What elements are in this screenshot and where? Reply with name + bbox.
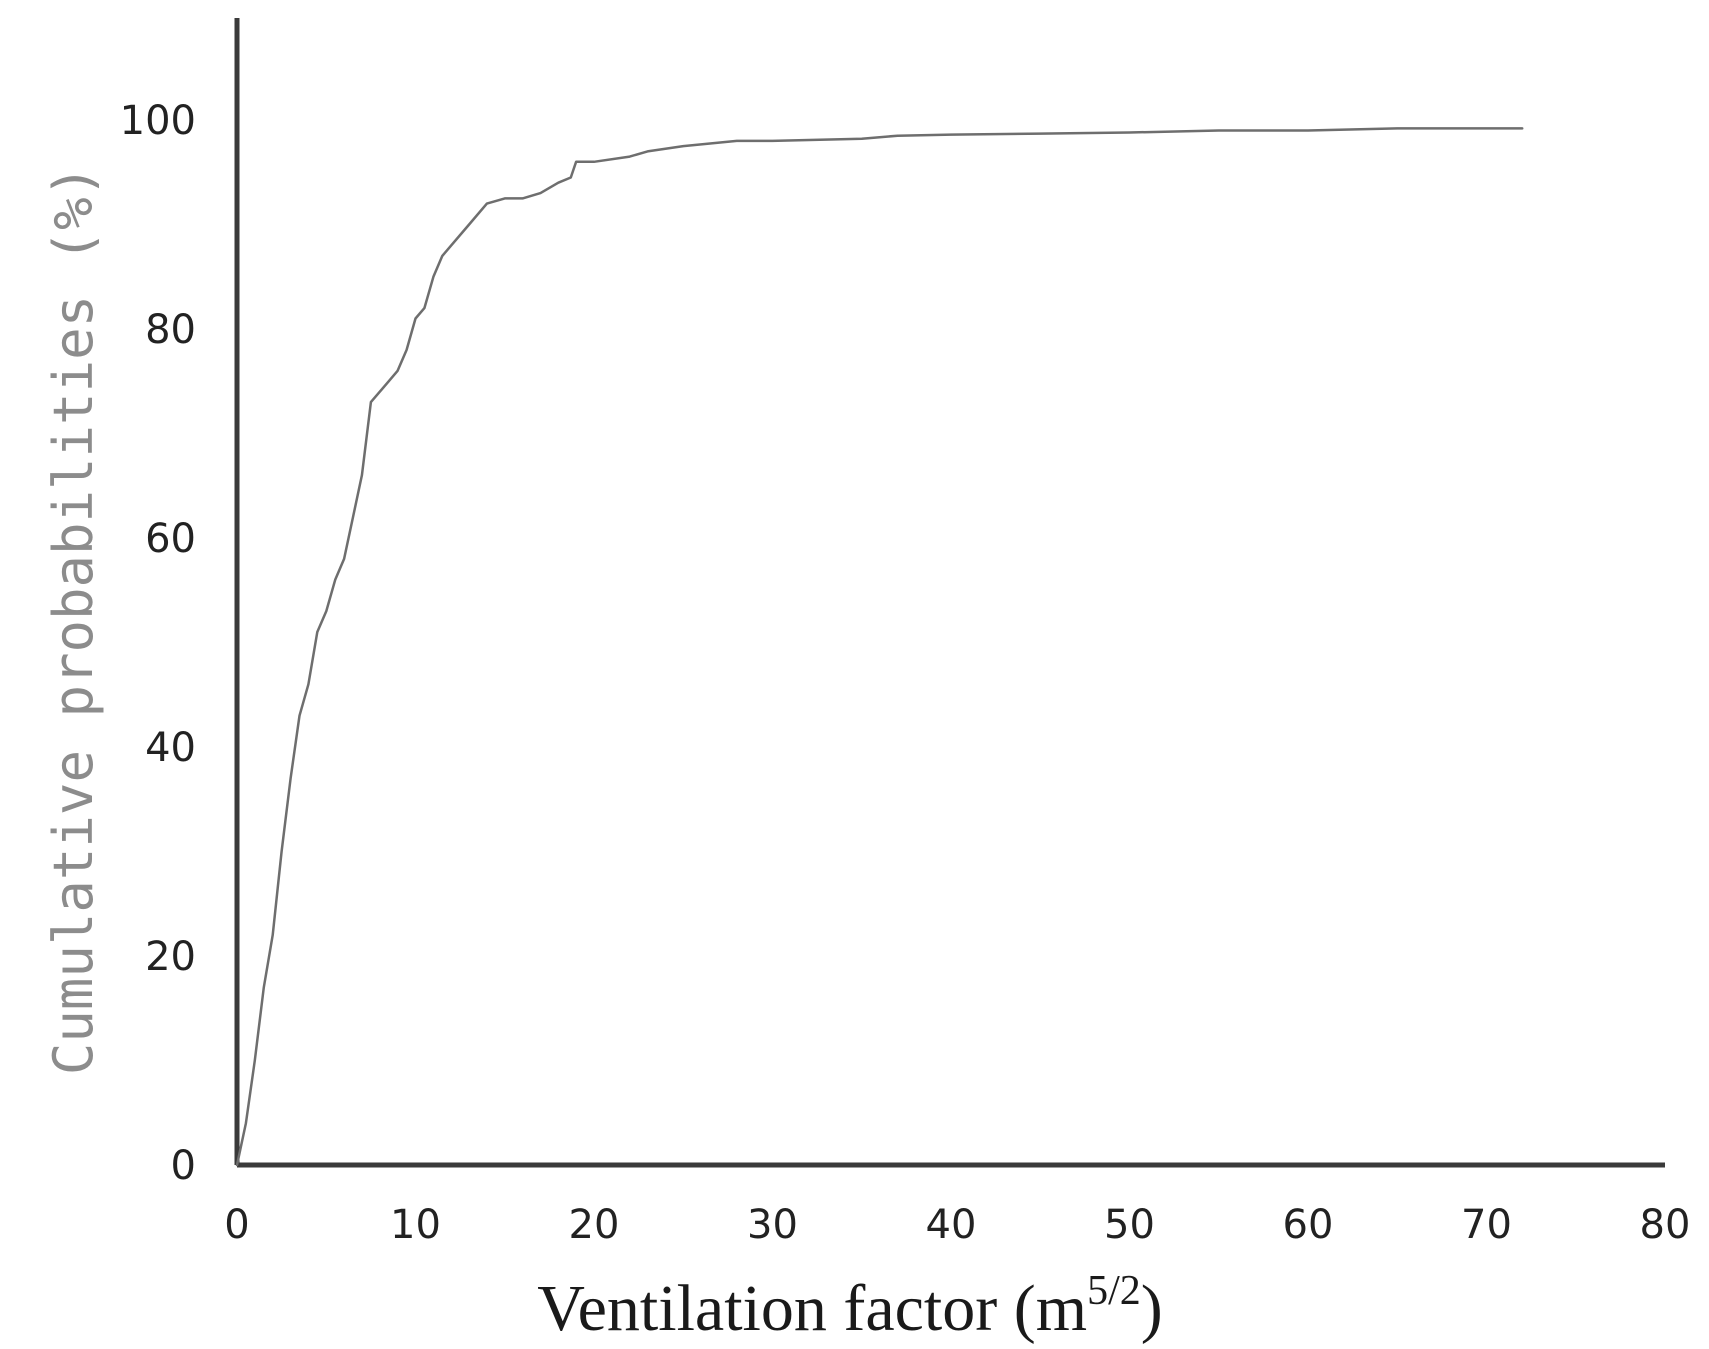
y-tick-label: 40 — [145, 725, 196, 771]
y-tick-label: 20 — [145, 934, 196, 980]
x-axis-label-text: Ventilation factor (m — [537, 1272, 1087, 1345]
x-tick-label: 10 — [390, 1202, 441, 1248]
y-tick-label: 60 — [145, 516, 196, 562]
x-axis-label-close: ) — [1141, 1272, 1163, 1345]
x-axis-label-superscript: 5/2 — [1087, 1268, 1141, 1314]
x-tick-labels: 0 10 20 30 40 50 60 70 80 — [224, 1202, 1690, 1248]
cumulative-probability-line — [235, 127, 1524, 1167]
y-tick-label: 100 — [120, 98, 196, 144]
y-tick-labels: 0 20 40 60 80 100 — [120, 98, 196, 1189]
x-tick-label: 0 — [224, 1202, 249, 1248]
x-axis-label: Ventilation factor (m5/2) — [537, 1268, 1162, 1345]
x-tick-label: 60 — [1283, 1202, 1334, 1248]
x-tick-label: 70 — [1461, 1202, 1512, 1248]
y-tick-label: 80 — [145, 307, 196, 353]
x-tick-label: 50 — [1104, 1202, 1155, 1248]
x-tick-label: 20 — [569, 1202, 620, 1248]
y-tick-label: 0 — [171, 1143, 196, 1189]
x-tick-label: 80 — [1640, 1202, 1691, 1248]
x-tick-label: 40 — [926, 1202, 977, 1248]
y-axis-label: Cumulative probabilities (%) — [42, 165, 105, 1075]
x-tick-label: 30 — [747, 1202, 798, 1248]
